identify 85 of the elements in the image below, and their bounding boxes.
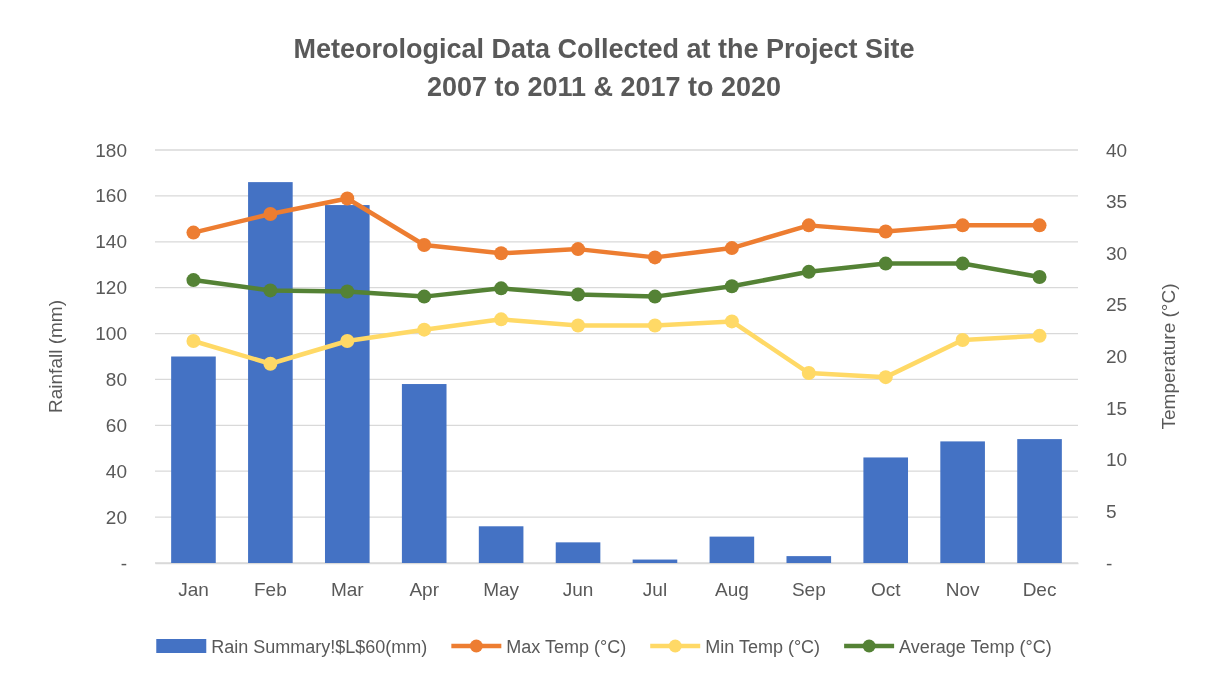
x-tick-label: Dec [1022,579,1057,601]
point [1032,218,1047,233]
point [571,287,586,302]
x-tick-label: Feb [254,579,287,601]
x-tick-label: Aug [714,579,749,601]
legend-label: Rain Summary!$L$60(mm) [211,637,428,657]
y-tick-label: 180 [95,139,127,161]
point [340,191,355,206]
point [1032,270,1047,284]
point [878,224,893,239]
x-tick-label: Jul [642,579,668,601]
x-tick-label: Jan [178,579,209,601]
point [1032,328,1047,343]
point [494,246,509,261]
bar [324,205,370,563]
point [263,356,278,371]
point [647,250,662,265]
point [340,334,355,349]
legend-label: Max Temp (°C) [506,637,627,657]
y2-axis-title: Temperature (°C) [1158,283,1179,430]
y-tick-label: - [120,552,127,574]
y-axis-title: Rainfall (mm) [45,300,66,413]
point [955,218,970,233]
x-tick-label: Nov [945,579,981,601]
y2-tick-label: 10 [1106,449,1128,471]
point [955,332,970,347]
bar [248,182,293,563]
y-tick-label: 120 [95,277,127,299]
x-tick-label: Jun [562,579,594,601]
y2-tick-label: 35 [1106,191,1128,213]
y-tick-label: 100 [95,323,127,345]
bar [478,526,524,563]
bar [1017,439,1062,563]
bar [555,542,601,563]
point [724,314,739,329]
y2-tick-label: 15 [1106,397,1128,419]
point [494,281,509,296]
point [263,207,278,222]
point [878,370,893,385]
y-tick-label: 140 [95,231,127,253]
legend-label: Average Temp (°C) [899,637,1052,657]
y-tick-label: 60 [105,414,127,436]
y-tick-label: 160 [95,185,127,207]
y2-tick-label: 20 [1106,346,1128,368]
point [647,289,662,304]
point [263,283,278,298]
y-tick-label: 80 [105,369,127,391]
x-tick-label: Apr [409,579,440,601]
point [571,318,586,333]
point [571,242,586,257]
point [801,264,816,279]
y-tick-label: 20 [105,506,127,528]
point [186,273,201,288]
point [417,289,432,304]
y2-tick-label: 40 [1106,139,1128,161]
chart-title: Meteorological Data Collected at the Project Site 2007 to 2011 & 2017 to 2020 [293,34,915,102]
x-tick-label: May [483,579,520,601]
point [801,218,816,233]
legend-label: Min Temp (°C) [705,637,821,657]
point [340,284,355,299]
y2-tick-label: 30 [1106,242,1128,264]
y2-tick-label: 25 [1106,294,1128,316]
bar [171,356,216,563]
x-tick-label: Mar [330,579,365,601]
point [417,322,432,337]
x-tick-label: Oct [870,579,902,601]
bar [709,536,755,563]
point [955,256,970,271]
y2-tick-label: 5 [1106,500,1117,522]
bar [863,457,909,563]
bar [401,384,447,563]
y2-tick-label: - [1106,552,1113,574]
point [417,237,432,252]
point [647,318,662,333]
point [724,279,739,294]
x-tick-label: Sep [791,579,826,601]
bar [940,441,985,563]
point [878,256,893,271]
bar [786,556,832,563]
point [494,312,509,327]
y-tick-label: 40 [105,460,127,482]
point [801,366,816,381]
point [186,225,201,240]
point [186,334,201,349]
point [724,241,739,256]
